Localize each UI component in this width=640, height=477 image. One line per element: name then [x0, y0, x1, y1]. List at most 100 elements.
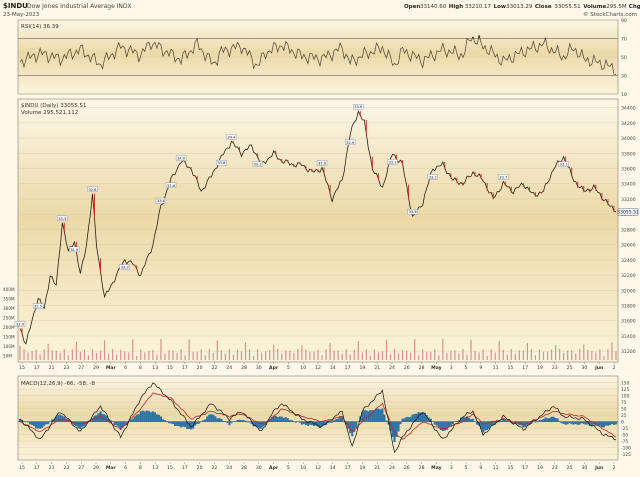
rsi-tick-label: 50	[621, 55, 627, 61]
volume-bar	[55, 350, 57, 360]
volume-bar	[252, 355, 255, 360]
volume-bar	[103, 340, 106, 360]
volume-bar	[31, 351, 33, 360]
volume-bar	[87, 355, 90, 360]
price-tick-label: 34400	[621, 106, 636, 112]
price-tick-label: 34200	[621, 121, 636, 127]
x-tick-label-bottom: Jun	[594, 465, 603, 471]
price-tick-label: 33400	[621, 182, 636, 188]
x-tick-label-top: May	[431, 365, 442, 371]
pivot-label: 32.9	[346, 141, 355, 145]
brand-text: © StockCharts.com	[583, 11, 637, 18]
volume-bar	[63, 349, 65, 360]
volume-bar	[414, 339, 416, 360]
x-tick-label-top: 17	[522, 365, 528, 371]
x-tick-label-top: 21	[374, 365, 380, 371]
volume-bar	[180, 349, 182, 360]
volume-bar	[571, 350, 573, 360]
x-tick-label-bottom: Mar	[106, 465, 117, 471]
x-tick-label-bottom: 23	[552, 465, 558, 471]
x-tick-label-top: 13	[152, 365, 158, 371]
volume-bar	[43, 349, 45, 360]
pivot-label-box	[155, 197, 167, 204]
volume-bar	[200, 349, 202, 360]
price-tick-label: 31400	[621, 334, 636, 340]
ohlc-label: High	[449, 4, 463, 10]
x-tick-label-top: 8	[139, 365, 142, 371]
x-tick-label-bottom: 28	[419, 465, 425, 471]
x-tick-label-top: 27	[78, 365, 84, 371]
x-tick-label-top: 20	[197, 365, 203, 371]
volume-bar	[212, 353, 214, 360]
volume-bar	[349, 354, 351, 360]
volume-bar	[273, 344, 275, 360]
volume-bar	[381, 351, 384, 360]
x-tick-label-top: 15	[507, 365, 513, 371]
x-tick-label-top: 17	[182, 365, 188, 371]
x-axis: 15 17 21 23 27 29 Mar 6 8 13 15 17 20 22 24 28 30 Apr 5 10 1…	[19, 362, 616, 471]
ohlc-value: 33140.60	[420, 4, 447, 10]
volume-bar	[95, 353, 98, 360]
pivot-label-box	[345, 139, 356, 145]
volume-bar	[51, 350, 53, 360]
volume-bar	[112, 349, 114, 360]
volume-legend: Volume 295,521,112	[21, 110, 78, 116]
ohlc-label: Volume	[583, 4, 606, 10]
pivot-label: 33.3	[121, 266, 129, 270]
volume-bar	[176, 353, 178, 360]
volume-bar	[430, 351, 432, 360]
price-tick-label: 33200	[621, 197, 636, 203]
volume-bar	[164, 353, 166, 360]
volume-bar	[321, 355, 323, 360]
volume-bar	[607, 349, 609, 360]
volume-bar	[317, 349, 319, 360]
volume-bar	[91, 349, 94, 360]
volume-bar	[293, 353, 295, 360]
pivot-label-box	[427, 174, 438, 180]
pivot-label-box	[69, 246, 80, 253]
x-tick-label-top: 26	[404, 365, 410, 371]
volume-bar	[305, 349, 307, 360]
volume-bar	[140, 349, 142, 360]
x-tick-label-bottom: 21	[374, 465, 380, 471]
volume-bar	[313, 351, 315, 360]
volume-bar	[450, 350, 452, 360]
volume-bar	[373, 349, 375, 360]
x-tick-label-bottom: 5	[287, 465, 290, 471]
volume-bar	[542, 351, 545, 360]
volume-bar	[393, 349, 396, 360]
rsi-tick-label: 30	[621, 74, 627, 80]
volume-bar	[19, 346, 21, 360]
x-tick-label-bottom: 15	[19, 465, 25, 471]
price-chart: 3440034200340003380033600334003320033000…	[3, 104, 636, 360]
volume-bar	[530, 349, 533, 360]
volume-bar	[506, 354, 508, 360]
volume-bar	[518, 350, 520, 360]
macd-tick-label: 100	[621, 394, 630, 400]
volume-bar	[490, 349, 492, 360]
x-tick-label-bottom: 12	[315, 465, 321, 471]
pivot-label-box	[316, 160, 328, 166]
volume-bar	[410, 353, 412, 360]
pivot-label-box	[57, 215, 68, 222]
volume-bar	[587, 349, 589, 360]
volume-bar	[281, 353, 283, 360]
volume-bar	[434, 349, 436, 360]
volume-bar	[353, 349, 355, 360]
pivot-label-box	[119, 264, 130, 270]
x-tick-label-bottom: 25	[567, 465, 573, 471]
ohlc-value: 295.5M	[606, 4, 627, 10]
x-tick-label-bottom: 27	[78, 465, 84, 471]
macd-tick-label: 75	[621, 400, 627, 406]
volume-bar	[285, 350, 287, 360]
volume-bar	[23, 349, 25, 360]
volume-bar	[220, 350, 222, 360]
volume-bar	[224, 353, 226, 360]
x-tick-label-top: Apr	[269, 365, 279, 371]
price-tick-label: 32800	[621, 227, 636, 233]
x-tick-label-bottom: 21	[49, 465, 55, 471]
volume-bar	[59, 353, 61, 360]
pivot-label-box	[216, 160, 227, 166]
